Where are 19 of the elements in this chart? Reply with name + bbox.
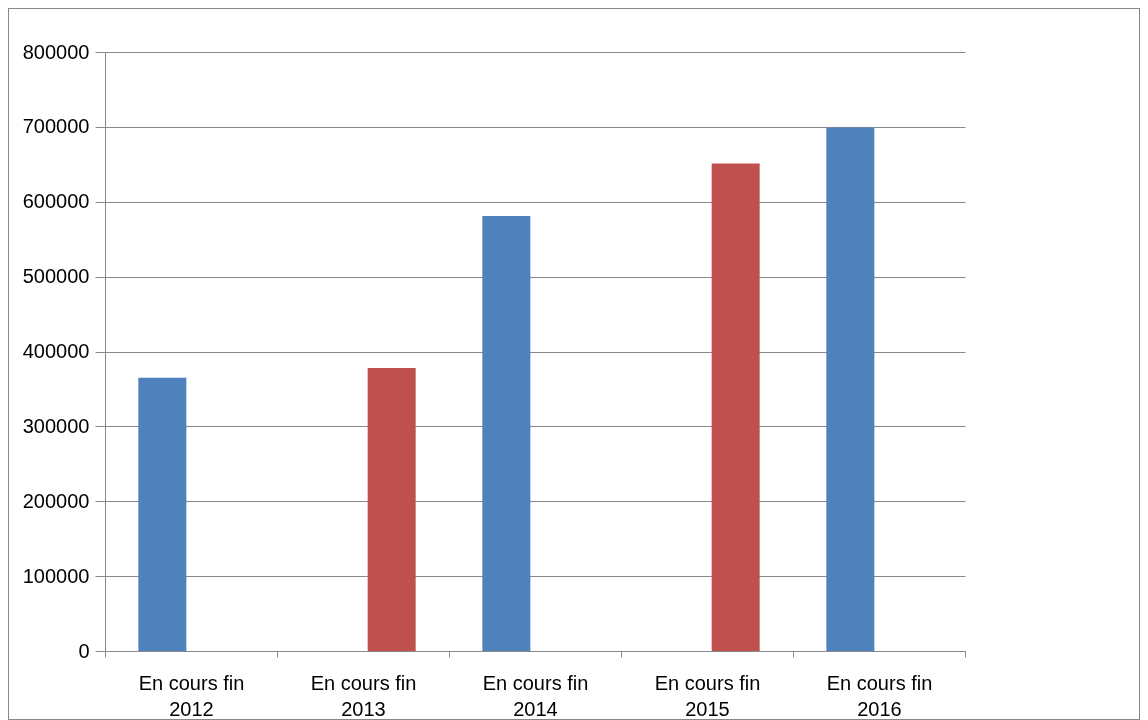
- y-tick-label: 500000: [22, 265, 90, 288]
- bar: [711, 163, 760, 651]
- bar: [482, 215, 531, 651]
- y-tick-label: 300000: [22, 414, 90, 437]
- x-tick-label: En cours fin 2016: [826, 671, 933, 720]
- y-tick-label: 700000: [22, 115, 90, 138]
- y-tick-label: 200000: [22, 489, 90, 512]
- x-tick-label: En cours fin 2013: [310, 671, 417, 720]
- x-tick-label: En cours fin 2015: [654, 671, 761, 720]
- bar: [826, 127, 875, 651]
- y-tick-label: 100000: [22, 564, 90, 587]
- bar: [138, 377, 187, 651]
- x-tick-label: En cours fin 2012: [138, 671, 245, 720]
- y-tick-label: 600000: [22, 190, 90, 213]
- x-tick-label: En cours fin 2014: [482, 671, 589, 720]
- bar: [367, 367, 416, 651]
- y-tick-label: 800000: [22, 40, 90, 63]
- y-tick-label: 400000: [22, 340, 90, 362]
- y-tick-label: 0: [78, 639, 90, 662]
